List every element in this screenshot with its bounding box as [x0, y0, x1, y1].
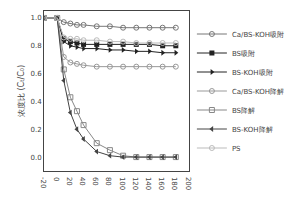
svg-text:0.0: 0.0 [30, 154, 41, 162]
svg-text:140: 140 [144, 177, 152, 190]
svg-text:0.2: 0.2 [30, 126, 41, 134]
svg-text:-20: -20 [39, 177, 47, 188]
svg-text:160: 160 [157, 177, 165, 190]
svg-text:80: 80 [104, 177, 112, 186]
svg-text:BS-KOH吸附: BS-KOH吸附 [232, 69, 273, 77]
svg-text:Ca/BS-KOH吸附: Ca/BS-KOH吸附 [232, 31, 284, 39]
svg-text:180: 180 [170, 177, 178, 190]
svg-text:1.0: 1.0 [30, 14, 41, 22]
svg-text:BS吸附: BS吸附 [232, 50, 255, 58]
svg-text:0.8: 0.8 [30, 42, 41, 50]
svg-text:0.4: 0.4 [30, 98, 42, 106]
svg-text:浓度比 (Cₜ/C₀): 浓度比 (Cₜ/C₀) [17, 65, 26, 117]
svg-text:120: 120 [131, 177, 139, 190]
svg-text:20: 20 [65, 177, 73, 186]
svg-text:BS-KOH降解: BS-KOH降解 [232, 126, 273, 134]
svg-text:40: 40 [78, 177, 86, 186]
svg-text:PS: PS [232, 145, 241, 153]
svg-text:0: 0 [52, 177, 60, 181]
svg-text:0.6: 0.6 [30, 70, 42, 78]
svg-text:BS降解: BS降解 [232, 107, 255, 115]
svg-text:100: 100 [118, 177, 126, 190]
svg-text:200: 200 [184, 177, 192, 190]
svg-text:Ca/BS-KOH降解: Ca/BS-KOH降解 [232, 88, 284, 96]
svg-text:60: 60 [91, 177, 99, 186]
